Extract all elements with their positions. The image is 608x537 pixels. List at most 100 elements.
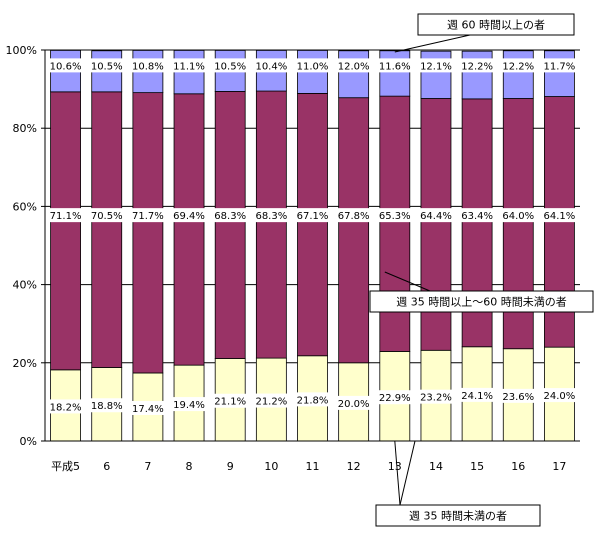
data-label: 10.6% [50,61,82,72]
bar-segment [214,91,246,359]
x-tick-label: 7 [144,460,151,473]
data-label: 21.8% [297,395,329,406]
data-label: 21.1% [214,397,246,408]
data-label: 11.6% [379,61,411,72]
data-label-bg [252,208,291,223]
data-labels: 18.2% 71.1% 10.6% 18.8% 70.5% 10.5% 17.4% 71.7%… [46,58,579,415]
data-label-bg [87,208,126,223]
y-tick-label: 0% [20,435,37,448]
data-label-bg [416,208,455,223]
x-tick-label: 6 [103,460,110,473]
data-label-bg [128,208,167,223]
data-label: 71.1% [50,211,82,222]
y-tick-label: 60% [13,200,37,213]
callout-leader [399,440,416,506]
data-label: 12.1% [420,61,452,72]
data-label-bg [375,208,414,223]
callout-box [417,13,575,36]
bar-segment [461,50,493,100]
bar-segment [132,92,164,374]
series-name-callout: 週 60 時間以上の者 [447,19,545,32]
data-label-bg [87,398,126,413]
data-label: 20.0% [338,399,370,410]
callout-leader [384,271,431,292]
data-label-bg [334,58,373,73]
data-label: 68.3% [214,211,246,222]
y-tick-label: 40% [13,279,37,292]
x-tick-label: 16 [511,460,525,473]
callout-leader [394,34,471,53]
data-label-bg [170,397,209,412]
data-label-bg [375,390,414,405]
data-label: 22.9% [379,393,411,404]
x-tick-label: 10 [264,460,278,473]
data-label-bg [540,58,579,73]
data-label-bg [46,208,85,223]
data-label: 10.5% [91,61,123,72]
x-tick-label: 15 [470,460,484,473]
data-label: 64.1% [544,211,576,222]
data-label-bg [458,208,497,223]
data-label-bg [46,399,85,414]
data-label-bg [252,393,291,408]
data-label-bg [416,389,455,404]
data-label-bg [499,58,538,73]
bar-segment [379,95,411,352]
data-label: 12.2% [461,61,493,72]
series-name-callout: 週 35 時間以上～60 時間未満の者 [396,296,566,309]
data-label-bg [458,58,497,73]
data-label-bg [170,208,209,223]
data-label: 17.4% [132,404,164,415]
bar-segment [91,91,123,368]
bar-segment [502,50,534,99]
data-label: 12.2% [502,61,534,72]
data-label: 21.2% [255,397,287,408]
data-label-bg [293,208,332,223]
data-label: 64.0% [502,211,534,222]
x-tick-label: 13 [388,460,402,473]
data-label: 68.3% [255,211,287,222]
data-label: 10.4% [255,61,287,72]
x-tick-label: 平成5 [51,460,80,473]
data-label: 10.8% [132,61,164,72]
data-label-bg [458,387,497,402]
data-label-bg [375,58,414,73]
data-label: 11.1% [173,61,205,72]
data-label-bg [499,208,538,223]
x-tick-label: 8 [186,460,193,473]
data-label: 10.5% [214,61,246,72]
data-label-bg [87,58,126,73]
data-label-bg [416,58,455,73]
data-label-bg [293,58,332,73]
data-label-bg [46,58,85,73]
x-tick-label: 14 [429,460,443,473]
x-tick-label: 11 [306,460,320,473]
data-label: 19.4% [173,400,205,411]
data-label-bg [334,208,373,223]
bar-segment [50,91,81,371]
data-label: 70.5% [91,211,123,222]
y-tick-label: 80% [13,122,37,135]
series-name-callout: 週 35 時間未満の者 [409,510,507,523]
data-label-bg [499,388,538,403]
data-label: 23.6% [502,392,534,403]
x-tick-label: 17 [552,460,566,473]
y-tick-label: 100% [6,44,37,57]
bar-segment [173,93,205,366]
data-label: 11.0% [297,61,329,72]
bar-segment [338,50,370,99]
y-tick-label: 20% [13,357,37,370]
data-label-bg [211,208,250,223]
data-label-bg [170,58,209,73]
bar-segment [420,98,452,351]
bar-segment [297,93,328,357]
data-label: 24.1% [461,391,493,402]
callout-box [369,290,594,313]
data-label: 71.7% [132,211,164,222]
data-label-bg [128,58,167,73]
data-label-bg [293,392,332,407]
data-label: 18.2% [50,402,82,413]
data-label-bg [252,58,291,73]
